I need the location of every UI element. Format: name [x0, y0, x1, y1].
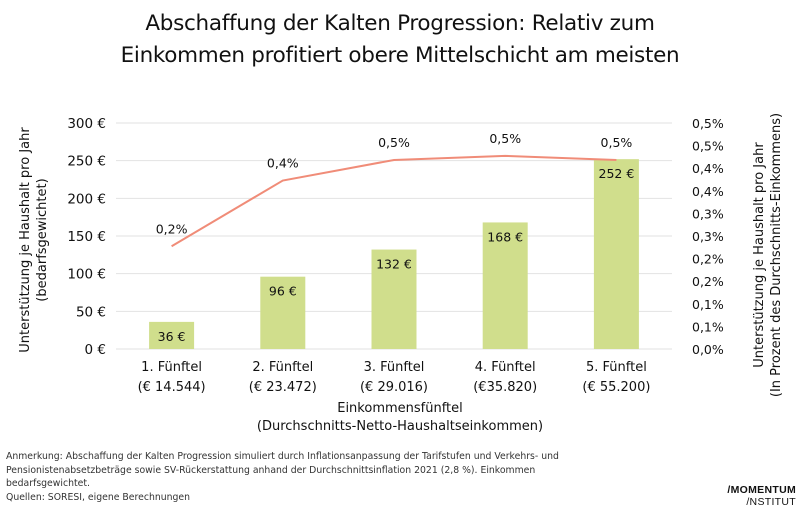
x-axis-ticks: 1. Fünftel (€ 14.544) 2. Fünftel (€ 23.472)… [138, 360, 651, 395]
bar-data-label: 168 € [487, 229, 523, 244]
footnote-line-3: bedarfsgewichtet. [6, 478, 90, 489]
right-axis-tick-label: 0,3% [692, 229, 724, 244]
footnote-line-1: Anmerkung: Abschaffung der Kalten Progre… [6, 451, 559, 462]
x-axis-tick-label: 3. Fünftel [364, 360, 425, 375]
x-axis-tick-label: 1. Fünftel [141, 360, 202, 375]
line-data-label: 0,5% [489, 131, 521, 146]
line-data-label: 0,4% [267, 156, 299, 171]
x-axis-tick-sublabel: (€35.820) [473, 380, 537, 395]
left-axis-label: Unterstützung je Haushalt pro Jahr (beda… [4, 120, 64, 360]
line-data-label: 0,5% [601, 135, 633, 150]
left-axis-tick-label: 250 € [67, 154, 106, 170]
left-axis-tick-label: 200 € [67, 191, 106, 207]
x-axis-tick-sublabel: (€ 14.544) [138, 380, 206, 395]
left-axis-subtitle: (bedarfsgewichtet) [35, 178, 50, 302]
right-axis-tick-label: 0,3% [692, 206, 724, 221]
chart-title: Abschaffung der Kalten Progression: Rela… [0, 8, 800, 72]
bar-data-label: 252 € [599, 166, 635, 181]
x-axis-tick-label: 5. Fünftel [586, 360, 647, 375]
right-axis-tick-label: 0,2% [692, 274, 724, 289]
bar-series [149, 159, 639, 349]
footnote-sources: Quellen: SORESI, eigene Berechnungen [6, 491, 191, 503]
line-data-label: 0,2% [156, 221, 188, 236]
logo-line-2: /NSTITUT [746, 496, 796, 508]
bar-data-label: 36 € [158, 329, 186, 344]
bar-data-label: 96 € [269, 284, 297, 299]
x-axis-label: Einkommensfünftel (Durchschnitts-Netto-H… [200, 400, 600, 436]
footnote: Anmerkung: Abschaffung der Kalten Progre… [6, 450, 566, 504]
x-axis-tick-label: 2. Fünftel [252, 360, 313, 375]
data-labels: 36 € 96 € 132 € 168 € 252 € 0,2% 0,4% 0,5% 0,5% 0… [156, 131, 635, 344]
chart-title-line-1: Abschaffung der Kalten Progression: Rela… [145, 11, 655, 36]
bar [593, 159, 639, 349]
percent-line [171, 154, 617, 248]
bar-data-label: 132 € [376, 257, 412, 272]
left-axis-tick-label: 0 € [85, 342, 106, 358]
bar [260, 276, 306, 349]
x-axis-tick-label: 4. Fünftel [475, 360, 536, 375]
right-axis-tick-label: 0,0% [692, 342, 724, 357]
right-axis-tick-label: 0,5% [692, 139, 724, 154]
left-axis-title: Unterstützung je Haushalt pro Jahr [18, 127, 33, 353]
line-data-label: 0,5% [378, 135, 410, 150]
right-axis-tick-label: 0,2% [692, 252, 724, 267]
line-series [171, 154, 617, 248]
right-axis-tick-label: 0,4% [692, 184, 724, 199]
footnote-line-2: Pensionistenabsetzbeträge sowie SV-Rücke… [6, 464, 536, 476]
x-axis-subtitle: (Durchschnitts-Netto-Haushaltseinkommen) [256, 419, 544, 434]
x-axis-tick-sublabel: (€ 55.200) [582, 380, 650, 395]
momentum-institut-logo: /MOMENTUM /NSTITUT [700, 484, 796, 508]
right-axis-tick-label: 0,4% [692, 161, 724, 176]
left-axis-ticks: 0 € 50 € 100 € 150 € 200 € 250 € 300 € [67, 116, 106, 358]
right-axis-title: Unterstützung je Haushalt pro Jahr [752, 142, 767, 368]
left-axis-tick-label: 50 € [76, 304, 106, 320]
left-axis-tick-label: 300 € [67, 116, 106, 132]
left-axis-tick-label: 100 € [67, 267, 106, 283]
chart-title-line-2: Einkommen profitiert obere Mittelschicht… [120, 43, 680, 68]
right-axis-subtitle: (In Prozent des Durchschnitts-Einkommens… [769, 112, 784, 398]
left-axis-tick-label: 150 € [67, 229, 106, 245]
x-axis-tick-sublabel: (€ 23.472) [249, 380, 317, 395]
right-axis-tick-label: 0,1% [692, 319, 724, 334]
right-axis-tick-label: 0,5% [692, 116, 724, 131]
bar [371, 249, 417, 349]
x-axis-tick-sublabel: (€ 29.016) [360, 380, 428, 395]
right-axis-tick-label: 0,1% [692, 297, 724, 312]
bar [149, 321, 195, 349]
bar [482, 222, 528, 349]
right-axis-ticks: 0,0% 0,1% 0,1% 0,2% 0,2% 0,3% 0,3% 0,4% 0,4% 0,5%… [692, 116, 724, 357]
x-axis-title: Einkommensfünftel [337, 401, 463, 416]
right-axis-label: Unterstützung je Haushalt pro Jahr (In P… [736, 90, 800, 420]
logo-line-1: /MOMENTUM [727, 484, 796, 496]
